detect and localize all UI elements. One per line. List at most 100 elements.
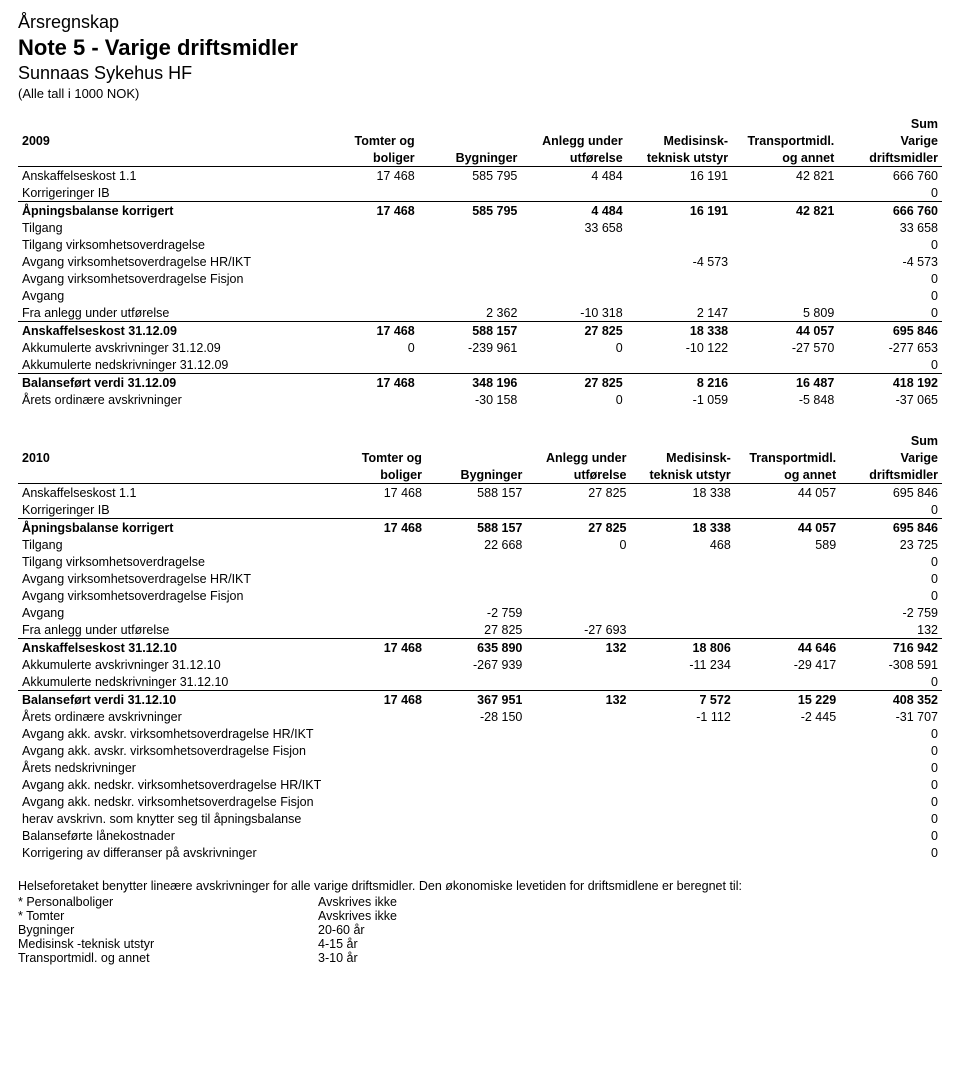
cell-value — [316, 304, 418, 322]
cell-value: -11 234 — [631, 656, 735, 673]
cell-value — [419, 236, 522, 253]
row-label: Avgang akk. nedskr. virksomhetsoverdrage… — [18, 793, 326, 810]
table-row: Korrigering av differanser på avskrivnin… — [18, 844, 942, 861]
cell-value — [316, 236, 418, 253]
cell-value — [526, 759, 630, 776]
table-row: Avgang virksomhetsoverdragelse Fisjon0 — [18, 587, 942, 604]
cell-value: 0 — [840, 553, 942, 570]
table-row: Avgang-2 759-2 759 — [18, 604, 942, 621]
cell-value — [732, 219, 838, 236]
cell-value: 33 658 — [838, 219, 942, 236]
cell-value: 44 057 — [735, 484, 840, 502]
cell-value: 44 057 — [735, 519, 840, 537]
col6-top: Varige — [838, 132, 942, 149]
cell-value — [526, 776, 630, 793]
cell-value — [326, 844, 426, 861]
cell-value: 695 846 — [840, 484, 942, 502]
col5-bot: og annet — [732, 149, 838, 167]
cell-value — [631, 673, 735, 691]
table-row: Fra anlegg under utførelse27 825-27 6931… — [18, 621, 942, 639]
cell-value: -29 417 — [735, 656, 840, 673]
row-label: Avgang akk. avskr. virksomhetsoverdragel… — [18, 725, 326, 742]
cell-value — [426, 793, 526, 810]
cell-value — [326, 501, 426, 519]
dep-value: Avskrives ikke — [318, 909, 397, 923]
cell-value — [426, 759, 526, 776]
table-row: Fra anlegg under utførelse2 362-10 3182 … — [18, 304, 942, 322]
cell-value — [631, 725, 735, 742]
cell-value: 716 942 — [840, 639, 942, 657]
col3-top: Anlegg under — [521, 132, 626, 149]
row-label: Tilgang — [18, 219, 316, 236]
cell-value — [526, 793, 630, 810]
cell-value: -2 759 — [426, 604, 526, 621]
cell-value — [426, 742, 526, 759]
col6-bot: driftsmidler — [838, 149, 942, 167]
cell-value — [326, 570, 426, 587]
cell-value — [326, 708, 426, 725]
cell-value — [631, 604, 735, 621]
cell-value — [526, 553, 630, 570]
col2-bot-b: Bygninger — [426, 466, 526, 484]
cell-value — [526, 844, 630, 861]
cell-value — [316, 391, 418, 408]
col4-top-b: Medisinsk- — [631, 449, 735, 466]
cell-value — [526, 501, 630, 519]
cell-value — [732, 356, 838, 374]
cell-value: 0 — [840, 776, 942, 793]
cell-value: 695 846 — [840, 519, 942, 537]
row-label: Akkumulerte nedskrivninger 31.12.09 — [18, 356, 316, 374]
col3-bot: utførelse — [521, 149, 626, 167]
table-row: Avgang virksomhetsoverdragelse HR/IKT-4 … — [18, 253, 942, 270]
row-label: Balanseført verdi 31.12.09 — [18, 374, 316, 392]
table-row: Åpningsbalanse korrigert17 468588 15727 … — [18, 519, 942, 537]
cell-value: -31 707 — [840, 708, 942, 725]
cell-value: 18 338 — [631, 484, 735, 502]
cell-value: 22 668 — [426, 536, 526, 553]
table-row: Avgang akk. nedskr. virksomhetsoverdrage… — [18, 793, 942, 810]
cell-value — [526, 570, 630, 587]
table-row: Årets nedskrivninger0 — [18, 759, 942, 776]
table-row: Tilgang33 65833 658 — [18, 219, 942, 236]
cell-value: 0 — [840, 844, 942, 861]
cell-value: 18 338 — [627, 322, 732, 340]
cell-value — [426, 673, 526, 691]
row-label: Fra anlegg under utførelse — [18, 304, 316, 322]
depreciation-row: Medisinsk -teknisk utstyr4-15 år — [18, 937, 942, 951]
cell-value — [426, 776, 526, 793]
cell-value: 0 — [521, 391, 626, 408]
cell-value: -10 318 — [521, 304, 626, 322]
row-label: Akkumulerte avskrivninger 31.12.10 — [18, 656, 326, 673]
cell-value: 16 191 — [627, 202, 732, 220]
cell-value — [316, 184, 418, 202]
table-row: Avgang akk. nedskr. virksomhetsoverdrage… — [18, 776, 942, 793]
cell-value: 17 468 — [326, 484, 426, 502]
cell-value: 588 157 — [426, 519, 526, 537]
cell-value: -10 122 — [627, 339, 732, 356]
cell-value: 132 — [840, 621, 942, 639]
cell-value: 0 — [840, 827, 942, 844]
cell-value — [419, 219, 522, 236]
cell-value — [426, 827, 526, 844]
cell-value — [521, 236, 626, 253]
table-row: Korrigeringer IB0 — [18, 184, 942, 202]
cell-value — [735, 604, 840, 621]
col2-top — [419, 132, 522, 149]
cell-value: 0 — [840, 673, 942, 691]
footer-block: Helseforetaket benytter lineære avskrivn… — [18, 879, 942, 965]
cell-value — [426, 553, 526, 570]
table-row: Akkumulerte nedskrivninger 31.12.090 — [18, 356, 942, 374]
table-row: Årets ordinære avskrivninger-30 1580-1 0… — [18, 391, 942, 408]
row-label: Balanseført verdi 31.12.10 — [18, 691, 326, 709]
cell-value: 4 484 — [521, 167, 626, 185]
table-row: Tilgang virksomhetsoverdragelse0 — [18, 236, 942, 253]
cell-value — [426, 844, 526, 861]
cell-value — [735, 759, 840, 776]
cell-value — [732, 236, 838, 253]
cell-value — [526, 742, 630, 759]
cell-value — [326, 604, 426, 621]
cell-value — [735, 673, 840, 691]
cell-value — [526, 725, 630, 742]
cell-value: 0 — [838, 270, 942, 287]
dep-key: Medisinsk -teknisk utstyr — [18, 937, 318, 951]
